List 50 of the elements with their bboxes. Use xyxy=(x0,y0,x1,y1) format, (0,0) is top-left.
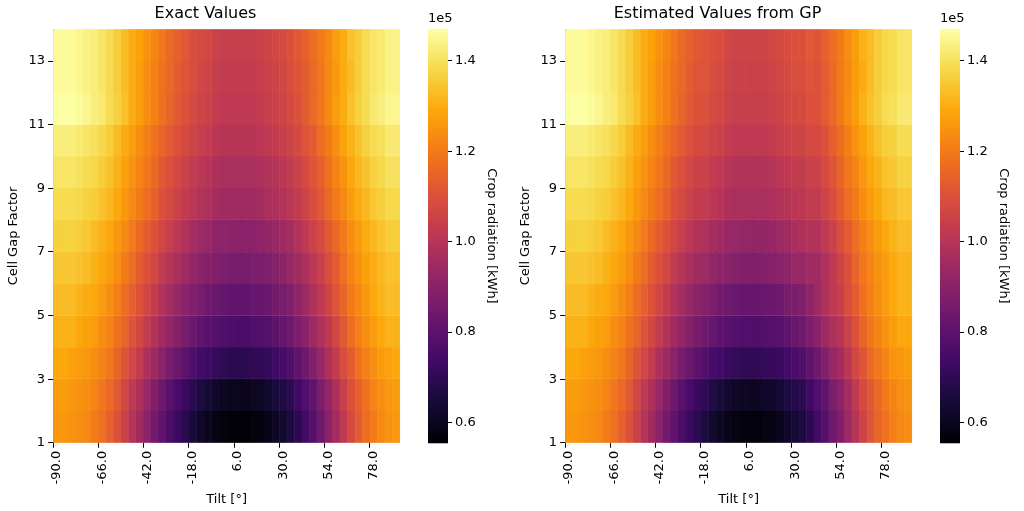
color-bar-label: 0.8 xyxy=(967,323,988,339)
x-tick-label: 78.0 xyxy=(365,450,381,480)
x-tick-label: -90.0 xyxy=(560,450,576,485)
x-tick-label: 54.0 xyxy=(831,450,847,480)
x-tick-label: -90.0 xyxy=(48,450,64,485)
x-tick-label: 6.0 xyxy=(229,450,245,472)
x-tick-label: 30.0 xyxy=(274,450,290,480)
y-tick-label: 13 xyxy=(540,52,558,68)
color-bar-label: 0.6 xyxy=(967,413,988,429)
y-tick-label: 5 xyxy=(548,306,558,322)
x-tick-label: -42.0 xyxy=(650,450,666,485)
color-bar-label: 1.4 xyxy=(967,52,988,68)
y-tick-label: 1 xyxy=(36,434,46,450)
y-tick-label: 1 xyxy=(548,434,558,450)
x-tick-label: 78.0 xyxy=(877,450,893,480)
x-axis-title: Tilt [°] xyxy=(717,490,759,506)
y-tick-label: 9 xyxy=(36,179,46,195)
color-bar-label: 1.0 xyxy=(967,233,988,249)
y-tick-label: 9 xyxy=(548,179,558,195)
x-tick-label: 30.0 xyxy=(786,450,802,480)
color-bar-title: Crop radiation [kWh] xyxy=(996,168,1012,304)
y-tick-label: 3 xyxy=(36,370,46,386)
text: 1e5 xyxy=(940,10,965,26)
color-bar-title: Crop radiation [kWh] xyxy=(484,168,500,304)
y-tick-label: 3 xyxy=(548,370,558,386)
y-axis-title: Cell Gap Factor xyxy=(517,186,533,286)
color-bar-label: 0.6 xyxy=(455,413,476,429)
x-tick-label: -42.0 xyxy=(138,450,154,485)
x-tick-label: -18.0 xyxy=(696,450,712,485)
y-tick-label: 11 xyxy=(540,116,558,132)
chart-title: Exact Values xyxy=(154,2,257,22)
y-tick-label: 7 xyxy=(36,243,46,259)
color-bar-label: 1.2 xyxy=(967,142,988,158)
y-tick-label: 13 xyxy=(28,52,46,68)
x-tick-label: -18.0 xyxy=(184,450,200,485)
text: 1e5 xyxy=(428,10,453,26)
x-tick-label: 6.0 xyxy=(741,450,757,472)
color-bar-label: 1.2 xyxy=(455,142,476,158)
x-tick-label: -66.0 xyxy=(93,450,109,485)
chart-title: Estimated Values from GP xyxy=(613,2,822,22)
color-bar-label: 0.8 xyxy=(455,323,476,339)
x-axis-title: Tilt [°] xyxy=(205,490,247,506)
y-tick-label: 7 xyxy=(548,243,558,259)
y-tick-label: 11 xyxy=(28,116,46,132)
x-tick-label: -66.0 xyxy=(605,450,621,485)
y-tick-label: 5 xyxy=(36,306,46,322)
y-axis-title: Cell Gap Factor xyxy=(5,186,21,286)
x-tick-label: 54.0 xyxy=(319,450,335,480)
color-bar-label: 1.4 xyxy=(455,52,476,68)
color-bar-label: 1.0 xyxy=(455,233,476,249)
